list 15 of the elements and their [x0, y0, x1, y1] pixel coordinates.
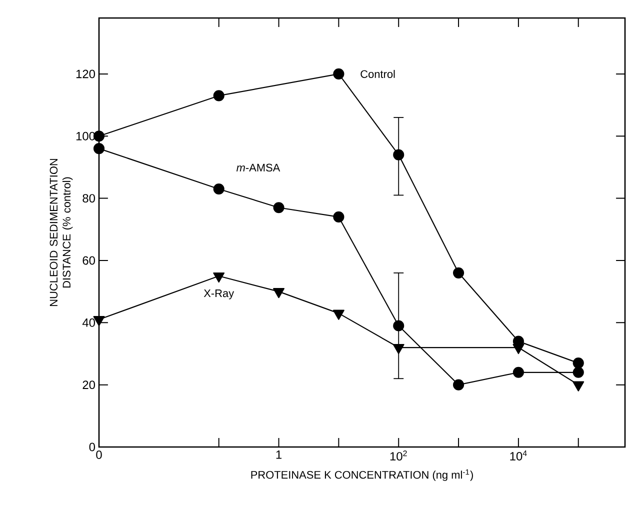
x-tick-label: 10$^{4}$	[510, 450, 527, 460]
series-label: X-Ray	[204, 290, 234, 300]
y-tick-label: 40	[82, 318, 96, 327]
x-axis-title: PROTEINASE K CONCENTRATION (ng ml$^{-1}$)	[251, 469, 473, 481]
series-label: Control	[360, 70, 395, 78]
x-tick-label: 10$^{2}$	[390, 450, 407, 461]
y-tick-label: 120	[76, 70, 96, 78]
y-tick-label: 80	[82, 194, 96, 203]
y-tick-label: 60	[82, 256, 96, 265]
y-tick-label: 20	[82, 380, 96, 390]
x-tick-label: 0	[96, 450, 102, 459]
y-tick-label: 0	[89, 442, 96, 452]
series-label: m-AMSA	[236, 164, 280, 172]
y-axis-title: NUCLEOID SEDIMENTATION DISTANCE (% control)	[50, 159, 73, 306]
x-tick-label: 1	[276, 450, 282, 459]
